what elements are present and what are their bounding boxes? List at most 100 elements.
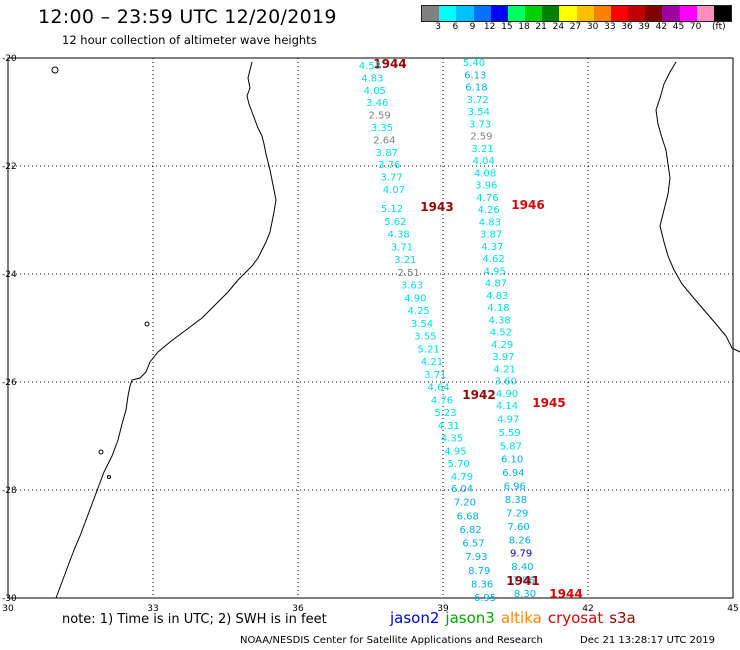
wave-height-value: 5.23 [434, 408, 456, 419]
wave-height-value: 2.59 [470, 132, 492, 143]
pass-id-label: 1946 [511, 198, 544, 212]
wave-height-value: 3.77 [380, 173, 402, 184]
wave-height-value: 4.83 [361, 73, 383, 84]
longitude-label: 36 [292, 604, 304, 614]
legend-label: 39 [638, 22, 650, 32]
legend-swatch [662, 6, 680, 21]
satellite-s3a: s3a [609, 609, 636, 627]
pass-id-label: 1941 [506, 574, 539, 588]
latitude-label: -30 [2, 594, 17, 604]
wave-height-value: 8.30 [514, 589, 536, 600]
wave-height-value: 4.04 [473, 156, 495, 167]
wave-height-value: 4.08 [474, 168, 496, 179]
pass-id-label: 1942 [462, 388, 495, 402]
wave-height-value: 3.87 [376, 148, 398, 159]
wave-height-value: 6.82 [459, 525, 481, 536]
wave-height-value: 4.95 [484, 266, 506, 277]
legend-swatch [593, 6, 611, 21]
wave-height-value: 7.29 [506, 508, 528, 519]
legend-swatch [645, 6, 663, 21]
wave-height-value: 2.64 [373, 135, 395, 146]
wave-height-value: 6.95 [474, 593, 496, 604]
latitude-label: -26 [2, 378, 17, 388]
legend-label: 45 [672, 22, 685, 32]
wave-height-value: 4.07 [383, 185, 405, 196]
wave-height-value: 7.86 [513, 576, 535, 587]
legend-swatch [507, 6, 526, 21]
wave-height-value: 4.25 [408, 306, 430, 317]
legend-swatch [559, 6, 577, 21]
wave-height-value: 4.83 [479, 217, 501, 228]
madagascar-coastline [655, 61, 740, 353]
wave-height-value: 4.35 [441, 434, 463, 445]
legend-label: 27 [569, 22, 582, 32]
legend-label: 6 [452, 22, 459, 32]
color-scale-legend [421, 5, 732, 22]
latitude-label: -20 [2, 54, 17, 64]
pass-id-label: 1944 [549, 587, 582, 601]
legend-label: 30 [586, 22, 599, 32]
wave-height-value: 4.76 [476, 193, 498, 204]
pass-1945: 1945 4.14 4.97 5.59 5.87 6.10 6.94 6.96 8.38 7.29… [496, 396, 566, 600]
wave-height-value: 7.60 [507, 522, 529, 533]
legend-swatch [576, 6, 594, 21]
legend-swatch [696, 6, 714, 21]
legend-swatch [490, 6, 508, 21]
legend-label: 3 [435, 22, 442, 32]
wave-height-value: 4.21 [493, 364, 515, 375]
wave-height-value: 3.96 [475, 181, 497, 192]
wave-height-value: 4.87 [485, 279, 507, 290]
wave-height-value: 2.51 [398, 268, 420, 279]
pass-1942: 1942 6.04 7.20 6.68 6.82 6.57 7.93 8.79 8.36 6.95 [451, 388, 496, 604]
wave-height-value: 6.04 [451, 484, 473, 495]
wave-height-value: 3.87 [480, 230, 502, 241]
longitude-label: 39 [437, 604, 449, 614]
wave-height-value: 3.55 [414, 332, 436, 343]
page-subtitle: 12 hour collection of altimeter wave hei… [62, 33, 317, 47]
wave-height-value: 4.62 [482, 254, 504, 265]
wave-height-value: 8.40 [511, 562, 533, 573]
pass-1943: 19435.125.624.383.713.212.513.634.904.25… [381, 200, 473, 483]
wave-height-value: 3.76 [378, 160, 400, 171]
wave-height-value: 4.90 [496, 389, 518, 400]
lat-lon-grid [7, 57, 734, 599]
pass-id-label: 1945 [532, 396, 565, 410]
island-markers [51, 66, 150, 479]
longitude-label: 33 [147, 604, 158, 614]
pass-1941: 1941 [506, 574, 539, 588]
pass-1946: 1946 5.406.13 6.183.723.543.73 2.593.214.04… [463, 58, 545, 400]
wave-height-value: 6.57 [462, 539, 484, 550]
wave-height-value: 3.21 [471, 144, 493, 155]
credit-text: NOAA/NESDIS Center for Satellite Applica… [240, 635, 543, 646]
wave-height-value: 4.38 [489, 315, 511, 326]
longitude-label: 45 [727, 604, 738, 614]
legend-swatch [473, 6, 491, 21]
wave-height-value: 4.53 [359, 61, 381, 72]
legend-label: 36 [621, 22, 633, 32]
wave-height-value: 4.14 [496, 401, 518, 412]
wave-height-value: 5.70 [448, 459, 470, 470]
satellite-altika: altika [500, 609, 542, 627]
wave-height-value: 4.29 [491, 340, 513, 351]
wave-height-value: 6.13 [464, 70, 486, 81]
latitude-labels: -20 -22 -24 -26 -28 -30 [2, 54, 17, 604]
wave-height-value: 2.59 [368, 111, 390, 122]
wave-height-value: 3.71 [391, 242, 413, 253]
wave-height-value: 8.26 [509, 535, 531, 546]
satellite-cryosat: cryosat [547, 609, 604, 627]
legend-label: 70 [689, 22, 702, 32]
legend-swatch [422, 6, 440, 21]
legend-label: 42 [655, 22, 668, 32]
pass-id-label: 1943 [420, 200, 453, 214]
wave-height-value: 3.54 [411, 319, 433, 330]
legend-label: 12 [483, 22, 496, 32]
wave-height-value: 3.54 [468, 107, 490, 118]
pass-1944: 1944 [549, 587, 582, 601]
wave-height-value: 5.87 [500, 441, 522, 452]
footer-note: note: 1) Time is in UTC; 2) SWH is in fe… [62, 612, 327, 627]
wave-height-value: 4.95 [444, 446, 466, 457]
wave-height-value: 3.46 [366, 98, 388, 109]
wave-height-value: 8.38 [505, 495, 527, 506]
legend-label: 21 [535, 22, 547, 32]
